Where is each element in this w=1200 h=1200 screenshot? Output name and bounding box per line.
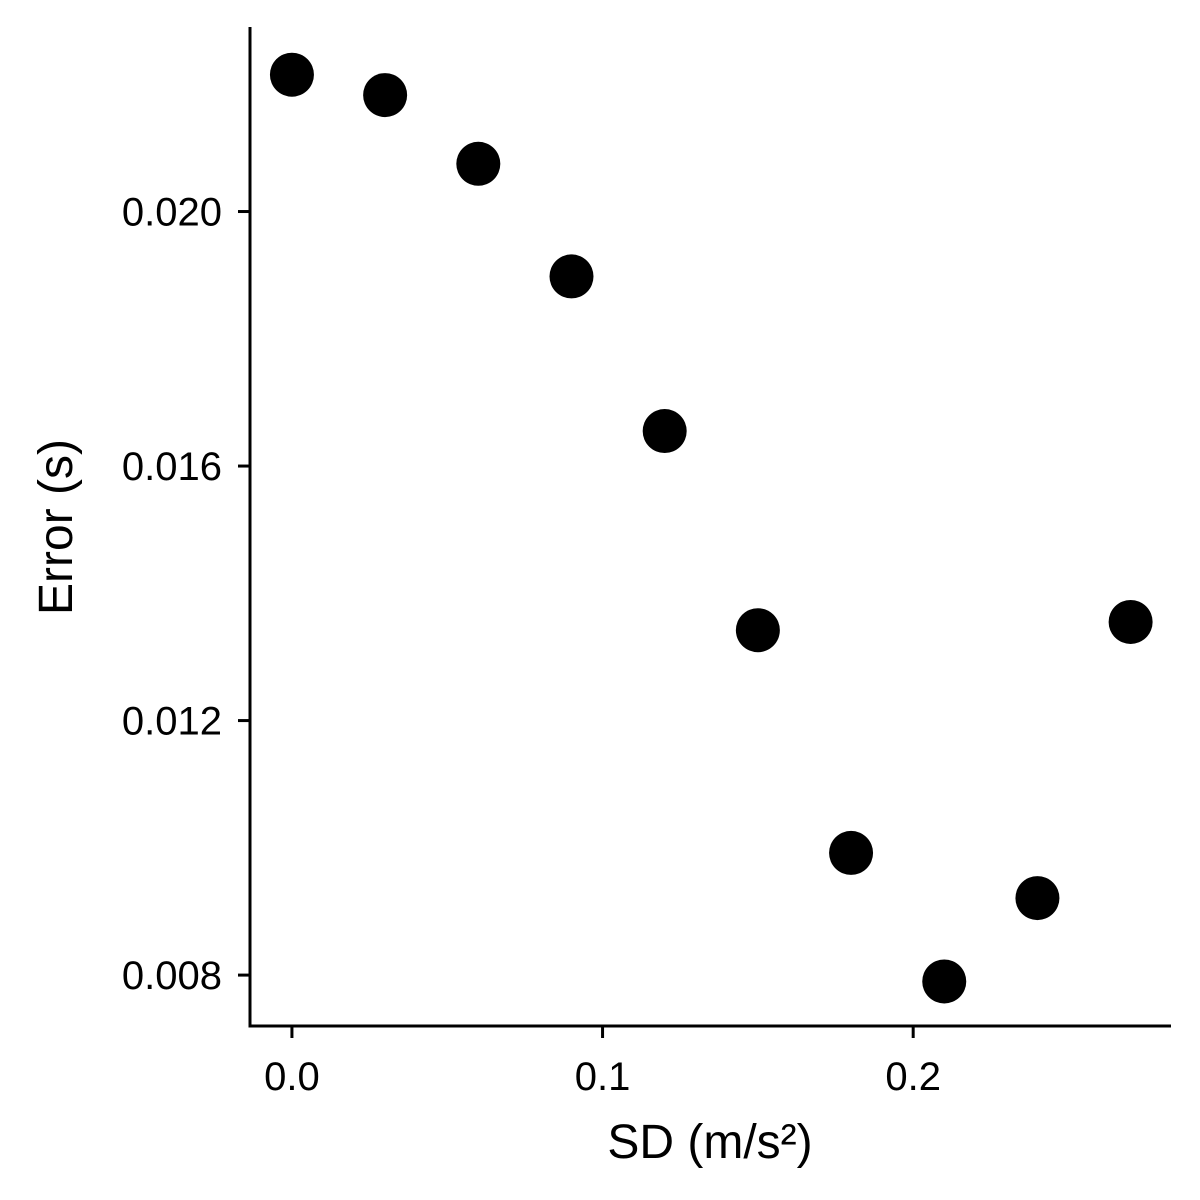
data-point-2: [363, 73, 408, 118]
data-point-3: [456, 141, 501, 186]
y-tick-label: 0.008: [122, 954, 222, 998]
y-tick-label: 0.016: [122, 445, 222, 489]
data-point-10: [1108, 599, 1153, 644]
y-tick-label: 0.020: [122, 191, 222, 235]
x-axis-title: SD (m/s²): [607, 1116, 812, 1169]
data-point-7: [829, 830, 874, 875]
x-tick-label: 0.0: [264, 1055, 320, 1099]
y-axis-title: Error (s): [30, 439, 83, 615]
data-point-6: [735, 608, 780, 653]
x-axis-ticks: 0.0 0.1 0.2: [264, 1026, 941, 1099]
data-point-9: [1015, 876, 1060, 921]
y-axis-ticks: 0.008 0.012 0.016 0.020: [122, 191, 250, 998]
data-point-1: [269, 52, 314, 97]
data-point-8: [922, 959, 967, 1004]
y-tick-label: 0.012: [122, 700, 222, 744]
data-points: [269, 52, 1153, 1004]
x-tick-label: 0.1: [575, 1055, 631, 1099]
data-point-5: [642, 409, 687, 454]
x-tick-label: 0.2: [885, 1055, 941, 1099]
data-point-4: [549, 254, 594, 299]
